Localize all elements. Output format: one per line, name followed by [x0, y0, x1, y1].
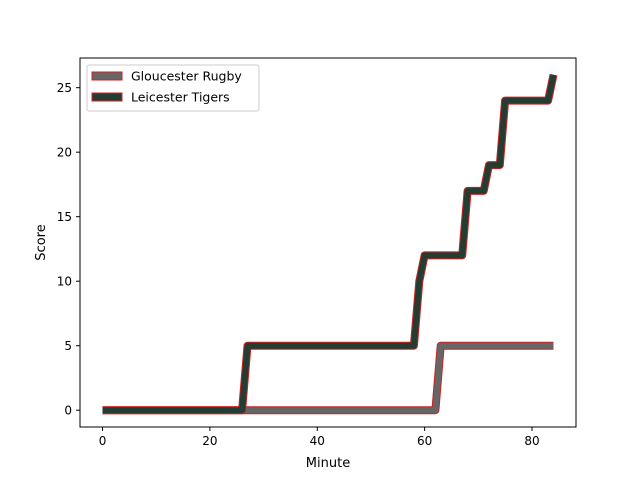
- legend-box: [86, 64, 260, 112]
- x-tick-label: 40: [310, 434, 325, 448]
- series-line-gloucester-rugby: [102, 342, 554, 414]
- x-tick-label: 0: [99, 434, 107, 448]
- plot-frame: [79, 57, 577, 428]
- plot-lines: [102, 73, 558, 415]
- legend-label: Gloucester Rugby: [131, 69, 242, 84]
- y-tick-label: 0: [64, 404, 72, 418]
- y-axis-label: Score: [34, 224, 49, 260]
- series-line-outline-gloucester-rugby: [102, 341, 554, 415]
- y-tick-label: 20: [57, 146, 72, 160]
- series-line-outline-leicester-tigers: [102, 73, 558, 415]
- y-tick-label: 15: [57, 210, 72, 224]
- y-tick-label: 25: [57, 81, 72, 95]
- series-line-leicester-tigers: [102, 74, 557, 414]
- y-tick-label: 5: [64, 339, 72, 353]
- x-axis-label: Minute: [306, 456, 350, 471]
- legend-label: Leicester Tigers: [131, 90, 230, 105]
- legend-swatch: [91, 92, 123, 102]
- y-axis-ticks: 0 5 10 15 20 25: [57, 81, 80, 418]
- legend: Gloucester Rugby Leicester Tigers: [86, 64, 260, 112]
- y-tick-label: 10: [57, 275, 72, 289]
- x-axis-ticks: 0 20 40 60 80: [99, 427, 540, 448]
- legend-swatch: [91, 71, 123, 81]
- x-tick-label: 60: [417, 434, 432, 448]
- x-tick-label: 80: [524, 434, 539, 448]
- x-tick-label: 20: [202, 434, 217, 448]
